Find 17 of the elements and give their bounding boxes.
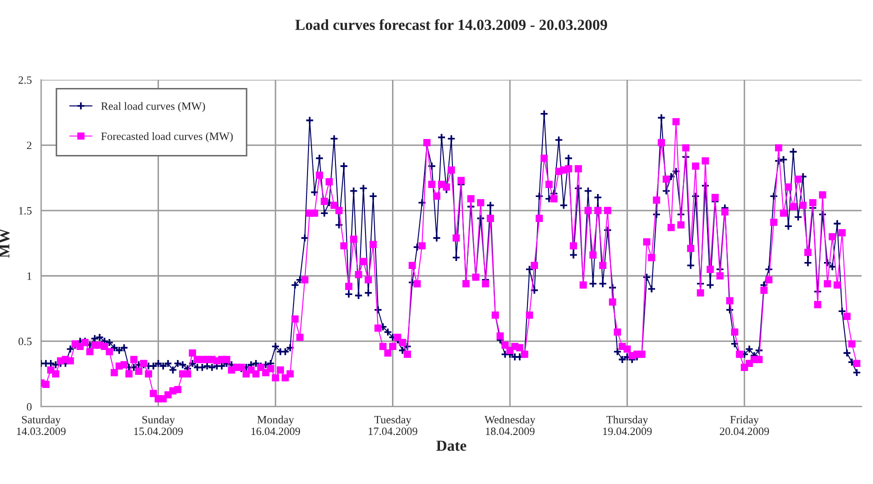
x-axis-title: Date xyxy=(436,440,466,451)
y-tick-label: 1 xyxy=(27,272,32,280)
chart-title: Load curves forecast for 14.03.2009 - 20.03.2009 xyxy=(295,19,608,30)
x-tick-label: Sunday 15.04.2009 xyxy=(134,416,183,436)
x-tick-label: Friday 20.04.2009 xyxy=(720,416,769,436)
x-tick-label: Wednesday 18.04.2009 xyxy=(484,416,536,436)
x-tick-label: Saturday 14.03.2009 xyxy=(17,416,66,436)
legend-label: Forecasted load curves (MW) xyxy=(101,132,233,142)
legend-label: Real load curves (MW) xyxy=(101,102,205,112)
y-tick-label: 2.5 xyxy=(18,76,32,84)
y-tick-label: 1.5 xyxy=(19,207,32,215)
y-tick-label: 2 xyxy=(26,142,32,150)
y-tick-label: 0 xyxy=(26,403,32,411)
x-tick-label: Thursday 19.04.2009 xyxy=(603,416,652,436)
y-tick-label: 0.5 xyxy=(18,338,32,346)
x-tick-label: Monday 16.04.2009 xyxy=(251,416,300,436)
x-tick-label: Tuesday 17.04.2009 xyxy=(368,416,418,436)
